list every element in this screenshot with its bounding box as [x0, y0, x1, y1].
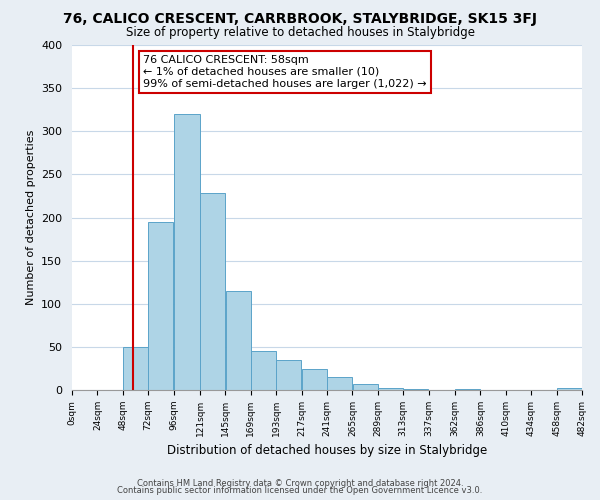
Bar — [302, 370, 327, 390]
Bar — [277, 360, 301, 390]
X-axis label: Distribution of detached houses by size in Stalybridge: Distribution of detached houses by size … — [167, 444, 487, 458]
Bar — [403, 389, 428, 390]
Text: 76, CALICO CRESCENT, CARRBROOK, STALYBRIDGE, SK15 3FJ: 76, CALICO CRESCENT, CARRBROOK, STALYBRI… — [63, 12, 537, 26]
Bar — [174, 114, 200, 390]
Y-axis label: Number of detached properties: Number of detached properties — [26, 130, 35, 305]
Bar — [226, 291, 251, 390]
Bar — [123, 347, 148, 390]
Text: Contains HM Land Registry data © Crown copyright and database right 2024.: Contains HM Land Registry data © Crown c… — [137, 478, 463, 488]
Bar — [251, 351, 276, 390]
Text: Size of property relative to detached houses in Stalybridge: Size of property relative to detached ho… — [125, 26, 475, 39]
Bar — [200, 194, 225, 390]
Bar — [378, 388, 403, 390]
Bar — [148, 222, 173, 390]
Bar — [327, 377, 352, 390]
Bar — [557, 388, 582, 390]
Text: Contains public sector information licensed under the Open Government Licence v3: Contains public sector information licen… — [118, 486, 482, 495]
Bar — [455, 389, 480, 390]
Bar — [353, 384, 377, 390]
Text: 76 CALICO CRESCENT: 58sqm
← 1% of detached houses are smaller (10)
99% of semi-d: 76 CALICO CRESCENT: 58sqm ← 1% of detach… — [143, 56, 427, 88]
